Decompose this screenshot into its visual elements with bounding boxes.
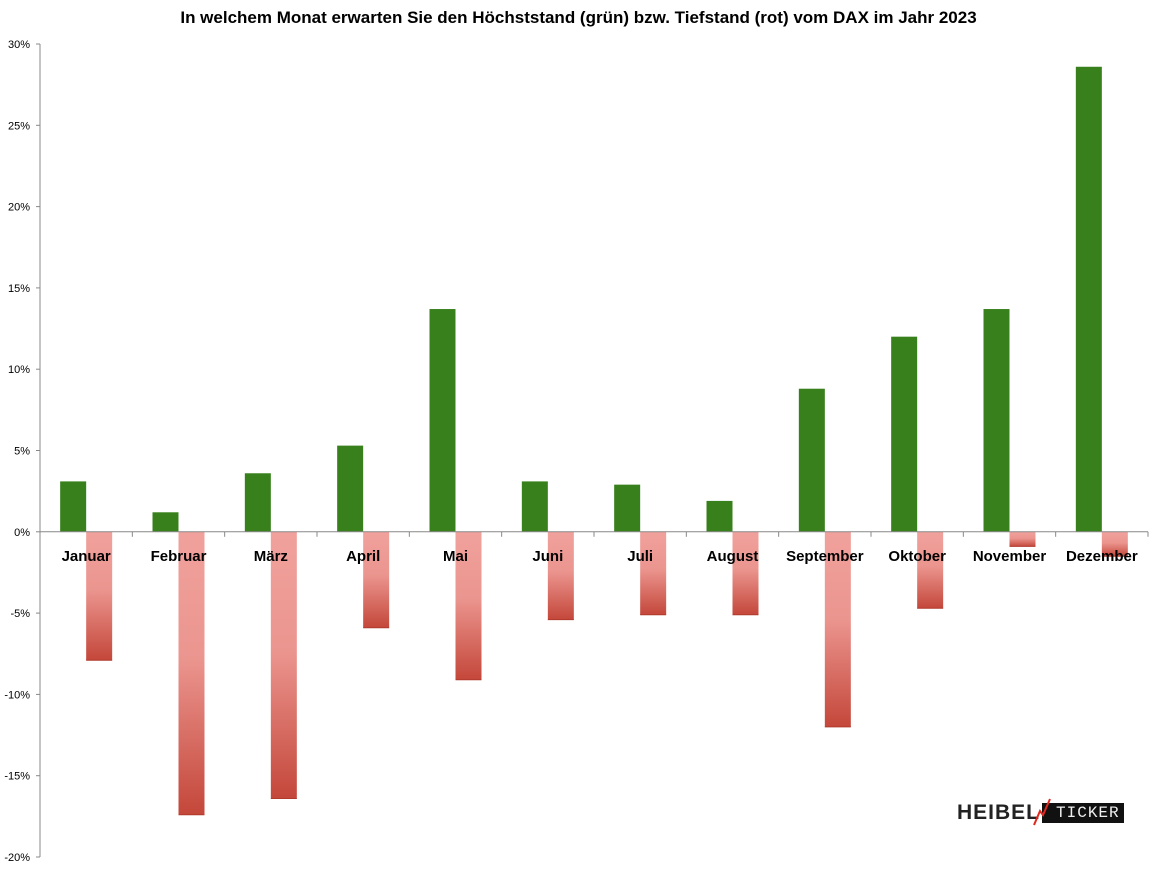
logo-heibel-text: HEIBEL bbox=[957, 801, 1041, 824]
bar-low-9 bbox=[917, 531, 944, 609]
category-label: Dezember bbox=[1066, 548, 1138, 565]
y-tick-label: 5% bbox=[14, 446, 30, 458]
bar-high-10 bbox=[983, 309, 1010, 532]
category-label: Februar bbox=[151, 548, 207, 565]
y-tick-label: -20% bbox=[4, 852, 30, 864]
category-label: Januar bbox=[62, 548, 111, 565]
y-tick-label: 0% bbox=[14, 527, 30, 539]
y-tick-label: 25% bbox=[8, 120, 30, 132]
bar-high-8 bbox=[798, 388, 825, 532]
category-label: April bbox=[346, 548, 380, 565]
category-label: März bbox=[254, 548, 288, 565]
bar-low-2 bbox=[270, 531, 297, 799]
bar-low-5 bbox=[547, 531, 574, 620]
bar-low-4 bbox=[455, 531, 482, 680]
bar-low-10 bbox=[1009, 531, 1036, 547]
category-label: Oktober bbox=[888, 548, 946, 565]
bar-high-1 bbox=[152, 512, 179, 532]
bar-high-7 bbox=[706, 500, 733, 532]
category-label: August bbox=[707, 548, 759, 565]
bar-high-3 bbox=[337, 445, 364, 532]
bar-high-0 bbox=[60, 481, 87, 532]
bar-high-6 bbox=[614, 484, 641, 532]
bar-low-6 bbox=[640, 531, 667, 615]
logo-ticker-text: TICKER bbox=[1033, 798, 1124, 826]
bar-high-11 bbox=[1075, 66, 1102, 532]
category-label: September bbox=[786, 548, 864, 565]
y-tick-label: -5% bbox=[10, 608, 30, 620]
bars bbox=[60, 66, 1128, 816]
bar-high-4 bbox=[429, 309, 456, 532]
bar-low-0 bbox=[86, 531, 113, 661]
logo-ticker-word: TICKER bbox=[1056, 804, 1120, 822]
category-label: Mai bbox=[443, 548, 468, 565]
bar-low-7 bbox=[732, 531, 759, 615]
y-tick-label: -15% bbox=[4, 771, 30, 783]
heibel-ticker-logo: HEIBEL TICKER bbox=[957, 798, 1124, 826]
category-label: Juni bbox=[532, 548, 563, 565]
y-axis: -20% -15% -10% -5% 0% 5% 10% 15% 20% 25% 30% bbox=[4, 39, 41, 864]
y-tick-label: -10% bbox=[4, 689, 30, 701]
category-label: Juli bbox=[627, 548, 653, 565]
bar-high-5 bbox=[521, 481, 548, 532]
y-tick-label: 20% bbox=[8, 202, 30, 214]
category-labels: Januar Februar März April Mai Juni Juli August S… bbox=[62, 548, 1138, 565]
y-tick-label: 30% bbox=[8, 39, 30, 51]
category-label: November bbox=[973, 548, 1047, 565]
bar-high-2 bbox=[244, 473, 271, 532]
bar-low-8 bbox=[824, 531, 851, 727]
y-tick-label: 10% bbox=[8, 364, 30, 376]
bar-low-3 bbox=[363, 531, 390, 628]
logo-spark-icon bbox=[1033, 798, 1051, 826]
bar-high-9 bbox=[891, 336, 918, 532]
y-tick-label: 15% bbox=[8, 283, 30, 295]
x-axis bbox=[39, 531, 1149, 537]
chart-title: In welchem Monat erwarten Sie den Höchst… bbox=[180, 8, 977, 27]
bar-low-1 bbox=[178, 531, 205, 815]
bar-low-11 bbox=[1101, 531, 1128, 557]
